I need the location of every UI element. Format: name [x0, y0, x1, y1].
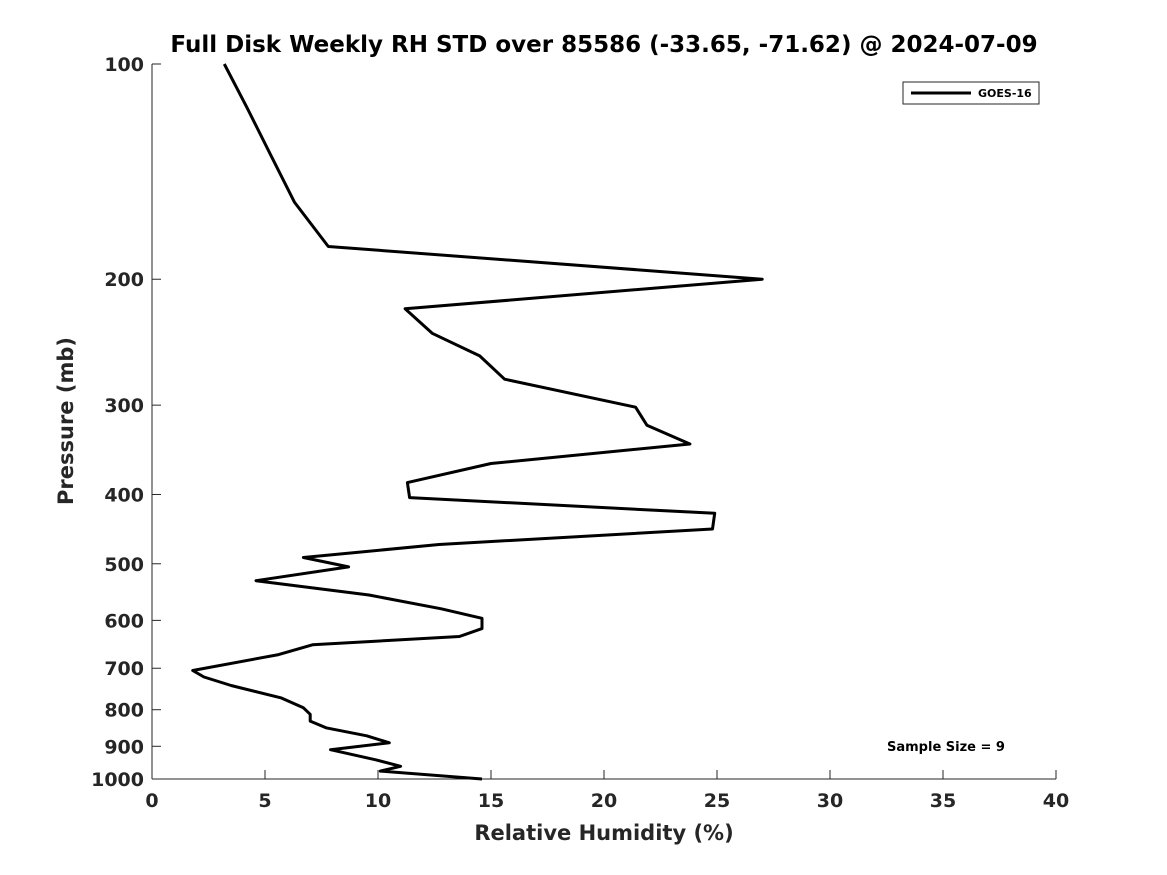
y-tick-label: 700 — [104, 658, 144, 680]
x-tick-label: 30 — [817, 790, 843, 812]
y-tick-label: 200 — [104, 269, 144, 291]
y-tick-label: 600 — [104, 610, 144, 632]
x-tick-label: 5 — [258, 790, 271, 812]
y-tick-label: 900 — [104, 736, 144, 758]
sample-size-annotation: Sample Size = 9 — [887, 740, 1005, 755]
x-tick-label: 40 — [1043, 790, 1069, 812]
series-line-goes-16 — [191, 63, 764, 781]
x-tick-label: 10 — [365, 790, 391, 812]
y-tick-label: 300 — [104, 395, 144, 417]
y-axis-label: Pressure (mb) — [54, 337, 78, 505]
y-tick-label: 1000 — [91, 769, 144, 791]
y-tick-label: 100 — [104, 54, 144, 76]
y-ticks: 100 200 300 400 500 600 700 800 900 1000 — [91, 54, 161, 791]
x-axis-label: Relative Humidity (%) — [474, 821, 733, 845]
x-tick-label: 15 — [478, 790, 504, 812]
legend: GOES-16 — [902, 81, 1040, 105]
plot-area: 0 5 10 15 20 25 30 35 40 100 200 300 400 500 600 700 80… — [91, 54, 1069, 812]
x-tick-label: 0 — [145, 790, 158, 812]
x-tick-label: 25 — [704, 790, 730, 812]
legend-label-goes-16: GOES-16 — [978, 87, 1032, 100]
x-ticks: 0 5 10 15 20 25 30 35 40 — [145, 770, 1069, 812]
x-tick-label: 35 — [930, 790, 956, 812]
chart-title: Full Disk Weekly RH STD over 85586 (-33.… — [170, 32, 1037, 58]
series-layer — [191, 63, 764, 781]
y-tick-label: 400 — [104, 484, 144, 506]
x-tick-label: 20 — [591, 790, 617, 812]
y-tick-label: 500 — [104, 554, 144, 576]
y-tick-label: 800 — [104, 700, 144, 722]
